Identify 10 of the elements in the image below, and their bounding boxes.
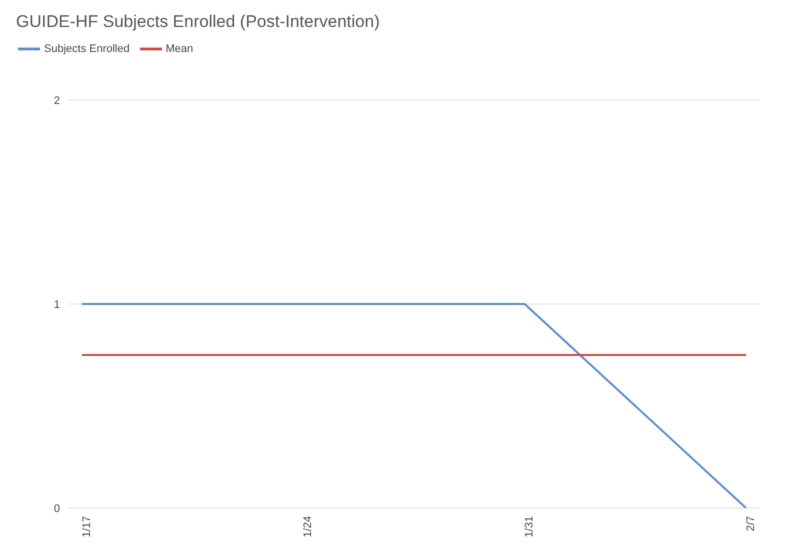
x-tick-label: 1/17 (80, 516, 93, 538)
y-tick-label: 2 (54, 94, 60, 107)
chart-title: GUIDE-HF Subjects Enrolled (Post-Intervention) (16, 12, 380, 32)
y-tick-label: 0 (54, 502, 60, 515)
x-tick-label: 1/24 (302, 516, 314, 538)
x-tick-label: 2/7 (744, 516, 757, 532)
x-tick-label: 1/31 (523, 516, 536, 538)
y-tick-label: 1 (54, 298, 60, 311)
legend-label: Mean (166, 42, 194, 55)
legend-label: Subjects Enrolled (44, 42, 130, 55)
